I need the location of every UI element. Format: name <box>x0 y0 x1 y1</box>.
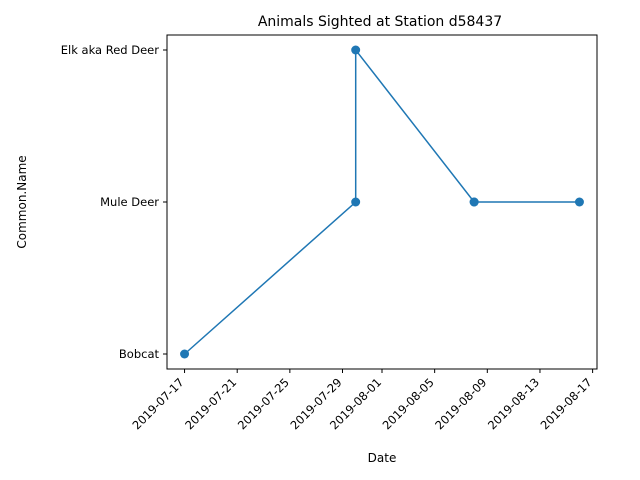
x-tick-label: 2019-08-17 <box>538 375 595 432</box>
data-point <box>351 197 361 207</box>
chart-title: Animals Sighted at Station d58437 <box>258 14 502 30</box>
series-markers <box>180 45 584 359</box>
x-tick-label: 2019-08-05 <box>380 375 437 432</box>
x-tick-label: 2019-07-17 <box>130 375 187 432</box>
data-point <box>180 349 190 359</box>
x-tick-label: 2019-08-13 <box>485 375 542 432</box>
x-axis: 2019-07-172019-07-212019-07-252019-07-29… <box>130 369 595 432</box>
data-point <box>351 45 361 55</box>
y-axis: Bobcat Mule Deer Elk aka Red Deer <box>61 43 167 361</box>
x-axis-label: Date <box>368 451 397 465</box>
x-tick-label: 2019-08-09 <box>432 375 489 432</box>
x-tick-label: 2019-07-21 <box>182 375 239 432</box>
y-axis-label: Common.Name <box>15 155 29 248</box>
y-tick-label: Mule Deer <box>100 195 159 209</box>
y-tick-label: Bobcat <box>119 347 160 361</box>
y-tick-label: Elk aka Red Deer <box>61 43 159 57</box>
series-line <box>184 47 580 355</box>
data-point <box>574 197 584 207</box>
data-point <box>469 197 479 207</box>
x-tick-label: 2019-07-25 <box>235 375 292 432</box>
